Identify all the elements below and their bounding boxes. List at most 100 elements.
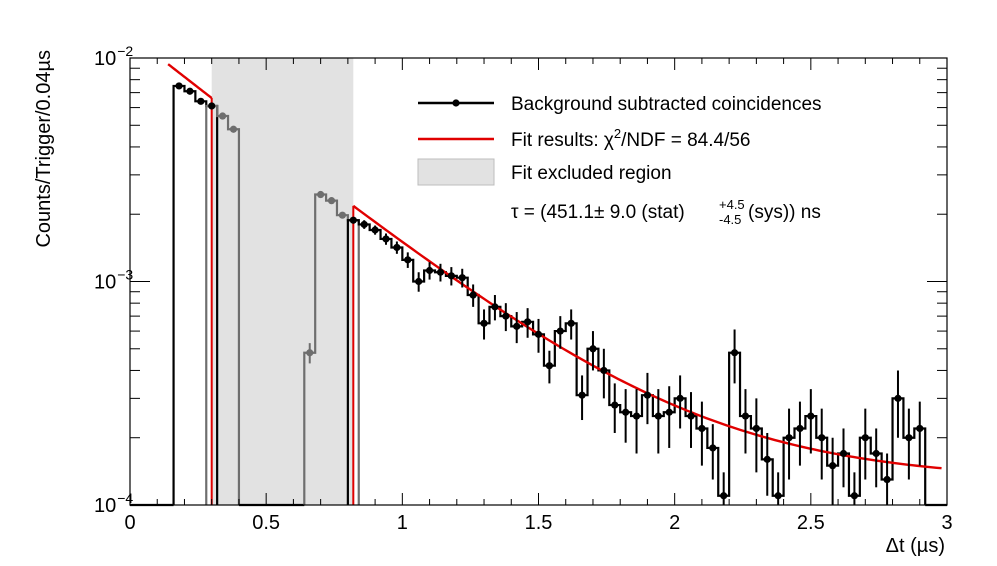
data-point: [404, 252, 412, 268]
data-point: [382, 233, 390, 245]
legend-fit-sup: 2: [614, 126, 621, 141]
data-marker: [197, 97, 205, 105]
data-marker: [415, 277, 423, 286]
data-marker: [872, 449, 880, 458]
excluded-region-band: [211, 58, 354, 505]
data-marker: [458, 274, 466, 282]
data-marker: [208, 102, 216, 110]
data-point: [175, 82, 183, 90]
data-marker: [611, 401, 619, 409]
data-marker: [589, 345, 597, 353]
data-point: [763, 432, 771, 496]
data-point: [829, 437, 837, 505]
data-marker: [491, 303, 499, 311]
fit-curve-pre: [167, 63, 213, 99]
data-marker: [741, 412, 750, 420]
data-point: [720, 472, 728, 505]
data-marker: [578, 391, 586, 399]
data-marker: [818, 434, 826, 442]
legend: Background subtracted coincidences Fit re…: [417, 94, 822, 227]
data-marker: [360, 220, 368, 229]
data-marker: [545, 362, 553, 370]
data-point: [513, 312, 521, 344]
data-point: [611, 383, 619, 433]
data-marker: [709, 444, 717, 452]
data-marker: [905, 434, 913, 442]
data-point: [436, 263, 445, 282]
data-point: [469, 284, 477, 307]
legend-label-data: Background subtracted coincidences: [511, 94, 822, 115]
data-point: [709, 424, 717, 480]
data-point: [458, 268, 466, 288]
data-point: [785, 408, 793, 480]
data-point: [556, 316, 564, 349]
data-point: [197, 97, 205, 105]
data-point: [643, 372, 652, 425]
data-point: [534, 318, 543, 353]
data-point: [752, 398, 760, 473]
data-marker: [829, 462, 837, 470]
data-marker: [502, 312, 510, 320]
x-tick-label: 1.5: [525, 512, 553, 534]
data-point: [317, 190, 325, 199]
data-point: [360, 220, 368, 229]
excluded-region-layer: [211, 58, 354, 505]
data-marker: [229, 125, 238, 133]
x-tick-label: 0.5: [252, 512, 280, 534]
data-marker: [218, 112, 227, 120]
data-point: [218, 112, 227, 120]
data-marker: [698, 424, 706, 433]
data-point: [480, 309, 488, 340]
data-marker: [600, 366, 608, 375]
legend-tau-tail: (sys)) ns: [748, 202, 821, 223]
data-marker: [524, 318, 532, 326]
data-point: [741, 389, 750, 454]
data-marker: [513, 322, 521, 330]
fit-curve: [352, 204, 942, 470]
data-point: [916, 401, 924, 466]
data-marker: [785, 434, 793, 442]
legend-swatch-excluded: [417, 158, 495, 186]
data-marker: [622, 408, 630, 416]
data-point: [665, 386, 673, 448]
legend-tau-sys-up: +4.5: [719, 197, 745, 212]
data-marker: [796, 424, 804, 433]
data-marker: [730, 349, 739, 357]
data-point: [600, 348, 608, 399]
data-marker: [643, 391, 652, 399]
data-marker: [654, 412, 662, 420]
data-marker: [687, 412, 695, 420]
y-tick-exponent: −3: [117, 267, 133, 283]
data-marker: [349, 216, 357, 224]
data-point: [872, 428, 880, 488]
data-marker: [720, 492, 728, 500]
y-tick-label: 10−2: [94, 43, 133, 70]
data-point: [415, 272, 423, 292]
data-point: [861, 408, 869, 480]
data-point: [567, 309, 575, 340]
data-point: [632, 389, 641, 454]
data-point: [730, 329, 739, 384]
legend-tau-sys-down: -4.5: [719, 212, 741, 227]
data-point: [774, 472, 782, 505]
x-axis-label: Δt (µs): [886, 535, 945, 557]
legend-label-fit: Fit results: χ2/NDF = 84.4/56: [511, 126, 751, 151]
data-marker: [447, 272, 455, 280]
data-marker: [567, 319, 575, 327]
data-point: [818, 408, 826, 480]
data-marker: [186, 87, 194, 95]
data-marker: [665, 408, 673, 416]
data-marker: [425, 266, 434, 275]
data-point: [524, 308, 532, 338]
data-point: [447, 267, 455, 286]
x-tick-label: 2.5: [797, 512, 825, 534]
legend-swatch-data-marker: [452, 99, 460, 107]
data-point: [676, 375, 684, 429]
data-point: [349, 216, 357, 224]
data-marker: [763, 455, 771, 463]
data-marker: [632, 412, 641, 420]
data-point: [589, 331, 597, 371]
legend-fit-prefix: Fit results: χ: [511, 130, 614, 151]
